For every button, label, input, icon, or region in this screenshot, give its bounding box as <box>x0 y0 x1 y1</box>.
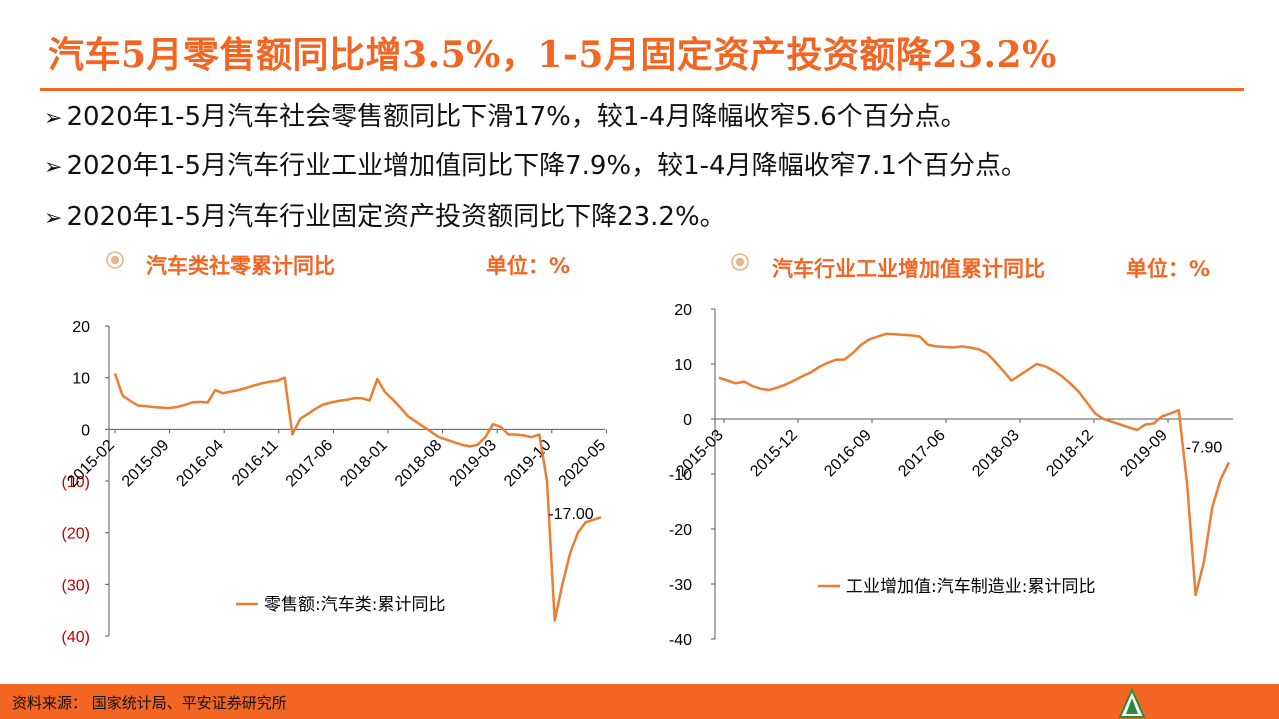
bullet-text: 2020年1-5月汽车行业工业增加值同比下降7.9%，较1-4月降幅收窄7.1个… <box>66 151 1027 181</box>
bullet-arrow-icon: ➢ <box>44 155 63 180</box>
chart-2-title-text: 汽车行业工业增加值累计同比 <box>772 257 1045 281</box>
x-tick-label: 2015-12 <box>747 427 801 481</box>
y-tick-label: 0 <box>81 422 90 439</box>
y-tick-label: (20) <box>62 526 90 543</box>
legend-label: 工业增加值:汽车制造业:累计同比 <box>846 577 1095 597</box>
bullet-1: ➢ 2020年1-5月汽车社会零售额同比下滑17%，较1-4月降幅收窄5.6个百分… <box>44 96 967 133</box>
y-tick-label: (30) <box>62 577 90 594</box>
title-divider <box>40 88 1244 91</box>
legend-label: 零售额:汽车类:累计同比 <box>264 595 445 615</box>
y-tick-label: 10 <box>72 371 90 388</box>
data-label: -17.00 <box>548 506 593 523</box>
y-tick-label: -40 <box>669 632 692 649</box>
bullet-arrow-icon: ➢ <box>44 206 63 231</box>
y-tick-label: 20 <box>72 319 90 336</box>
target-icon <box>731 253 749 271</box>
y-tick-label: (40) <box>62 629 90 646</box>
bullet-text: 2020年1-5月汽车行业固定资产投资额同比下降23.2%。 <box>66 202 726 232</box>
x-tick-label: 2018-12 <box>1043 427 1097 481</box>
x-tick-label: 2017-06 <box>895 427 949 481</box>
footer-source: 资料来源： 国家统计局、平安证券研究所 <box>12 694 287 712</box>
bullet-2: ➢ 2020年1-5月汽车行业工业增加值同比下降7.9%，较1-4月降幅收窄7.1… <box>44 145 1027 182</box>
x-tick-label: 2016-09 <box>821 427 875 481</box>
series-line <box>113 373 602 622</box>
chart-1-title: 汽车类社零累计同比 单位：% <box>146 250 570 280</box>
y-tick-label: -20 <box>669 522 692 539</box>
bullet-text: 2020年1-5月汽车社会零售额同比下滑17%，较1-4月降幅收窄5.6个百分点… <box>66 102 967 132</box>
chart-2-unit: 单位：% <box>1126 257 1211 281</box>
company-logo-icon <box>1118 688 1146 718</box>
y-tick-label: 20 <box>674 302 692 319</box>
bullet-arrow-icon: ➢ <box>44 106 63 131</box>
x-tick-label: 2015-03 <box>673 427 727 481</box>
footer-bar: 资料来源： 国家统计局、平安证券研究所 <box>0 684 1279 719</box>
x-tick-label: 2019-09 <box>1117 427 1171 481</box>
target-icon <box>106 251 124 269</box>
y-tick-label: 10 <box>674 357 692 374</box>
y-tick-label: -10 <box>669 467 692 484</box>
chart-1-unit: 单位：% <box>486 254 571 278</box>
page-title: 汽车5月零售额同比增3.5%，1-5月固定资产投资额降23.2% <box>48 34 1057 76</box>
chart-industrial-value-added: 20 10 0 -10 -20 -30 -40 2015-03 2015-12 2016-09 20… <box>669 302 1233 649</box>
y-tick-label: (10) <box>62 474 90 491</box>
y-tick-label: 0 <box>683 412 692 429</box>
data-label: -7.90 <box>1186 439 1223 456</box>
series-line <box>718 332 1231 597</box>
chart-1-title-text: 汽车类社零累计同比 <box>146 254 335 278</box>
x-tick-label: 2018-03 <box>969 427 1023 481</box>
chart-2-title: 汽车行业工业增加值累计同比 单位：% <box>772 253 1210 283</box>
bullet-3: ➢ 2020年1-5月汽车行业固定资产投资额同比下降23.2%。 <box>44 196 726 233</box>
y-tick-label: -30 <box>669 577 692 594</box>
